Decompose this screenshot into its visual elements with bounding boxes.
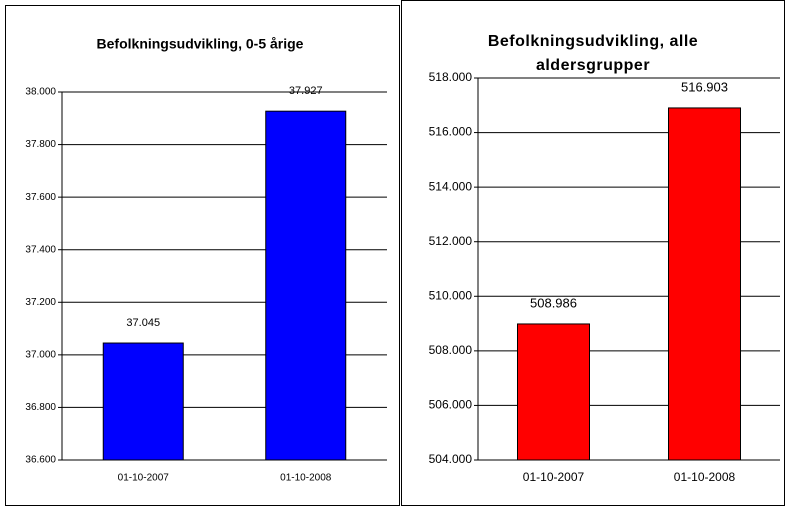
- y-tick-label: 36.600: [25, 455, 56, 466]
- title-line: Befolkningsudvikling, alle: [488, 33, 698, 50]
- bar: [668, 107, 741, 461]
- y-tick-label: 506.000: [429, 398, 473, 412]
- y-tick-label: 37.400: [25, 244, 56, 255]
- y-tick-label: 516.000: [429, 125, 473, 139]
- y-tick-label: 508.000: [429, 343, 473, 357]
- x-tick-label: 01-10-2007: [523, 470, 585, 484]
- y-tick-label: 37.600: [25, 192, 56, 203]
- y-tick-label: 37.000: [25, 349, 56, 360]
- y-tick-label: 37.800: [25, 139, 56, 150]
- x-tick-label: 01-10-2008: [674, 470, 736, 484]
- title-line: aldersgrupper: [536, 57, 650, 74]
- y-tick-label: 514.000: [429, 179, 473, 193]
- y-tick-label: 36.800: [25, 402, 56, 413]
- y-tick-label: 518.000: [429, 70, 473, 84]
- y-tick-label: 512.000: [429, 234, 473, 248]
- y-tick-label: 504.000: [429, 452, 473, 466]
- chart-title: Befolkningsudvikling, alle aldersgrupper: [488, 33, 698, 74]
- y-tick-label: 510.000: [429, 288, 473, 302]
- y-tick-label: 37.200: [25, 297, 56, 308]
- value-label: 516.903: [681, 79, 728, 94]
- value-label: 508.986: [530, 295, 577, 310]
- bar: [102, 342, 184, 461]
- bar: [517, 323, 590, 461]
- value-label: 37.927: [289, 85, 323, 97]
- value-label: 37.045: [126, 317, 160, 329]
- x-tick-label: 01-10-2008: [280, 473, 332, 484]
- x-tick-label: 01-10-2007: [118, 473, 170, 484]
- chart-title: Befolkningsudvikling, 0-5 årige: [97, 36, 304, 52]
- bar: [265, 110, 347, 461]
- y-tick-label: 38.000: [25, 87, 56, 98]
